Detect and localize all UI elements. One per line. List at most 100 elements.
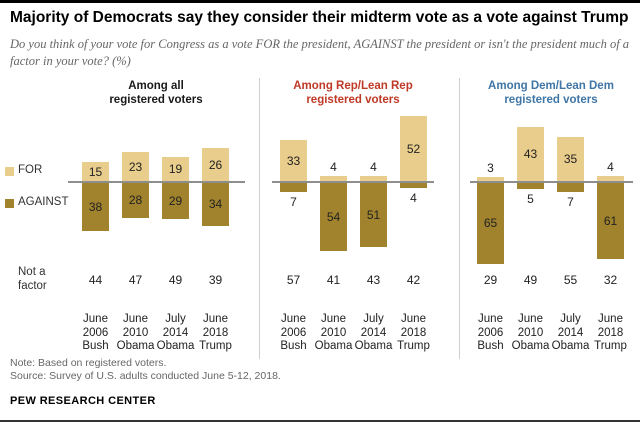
for-bar bbox=[400, 116, 427, 181]
against-bar bbox=[320, 182, 347, 251]
not-a-factor-value: 57 bbox=[286, 273, 301, 287]
x-axis-label: June 2006 Bush bbox=[465, 313, 517, 354]
not-a-factor-value: 39 bbox=[208, 273, 223, 287]
against-bar bbox=[202, 182, 229, 226]
not-a-factor-value: 44 bbox=[88, 273, 103, 287]
x-axis-label: June 2006 Bush bbox=[70, 313, 122, 354]
panel-divider bbox=[458, 78, 460, 359]
against-bar bbox=[477, 182, 504, 264]
for-value-label: 35 bbox=[563, 152, 578, 166]
x-axis-label-line: July bbox=[560, 313, 581, 325]
x-axis-label-line: 2014 bbox=[360, 326, 387, 339]
x-axis-label-line: Bush bbox=[82, 340, 109, 353]
x-axis-label-line: 2014 bbox=[557, 326, 584, 339]
x-axis-label: July 2014 Obama bbox=[545, 313, 597, 354]
against-legend-swatch bbox=[5, 199, 14, 208]
panel-header-dem: Among Dem/Lean Dem registered voters bbox=[441, 80, 640, 108]
x-axis-label-line: 2010 bbox=[320, 326, 347, 339]
x-axis-label-line: Trump bbox=[397, 340, 430, 353]
x-axis-label-line: Obama bbox=[156, 340, 195, 353]
x-axis-label-line: July bbox=[165, 313, 186, 325]
x-axis-label-line: 2018 bbox=[202, 326, 229, 339]
against-bar bbox=[162, 182, 189, 219]
axis-line bbox=[272, 181, 434, 183]
not-a-factor-value: 55 bbox=[563, 273, 578, 287]
x-axis-label-line: 2006 bbox=[280, 326, 307, 339]
for-bar bbox=[477, 177, 504, 181]
for-legend-swatch bbox=[5, 167, 14, 176]
chart-title: Majority of Democrats say they consider … bbox=[10, 9, 629, 26]
for-bar bbox=[557, 137, 584, 181]
not-a-factor-value: 42 bbox=[406, 273, 421, 287]
against-value-label: 28 bbox=[128, 193, 143, 207]
x-axis-label-line: Obama bbox=[116, 340, 155, 353]
x-axis-label: June 2006 Bush bbox=[268, 313, 320, 354]
x-axis-label-line: Obama bbox=[511, 340, 550, 353]
x-axis-label-line: Obama bbox=[551, 340, 590, 353]
x-axis-label-line: Bush bbox=[477, 340, 504, 353]
against-value-label: 5 bbox=[527, 191, 534, 206]
x-axis-label: July 2014 Obama bbox=[348, 313, 400, 354]
panel-header-rep: Among Rep/Lean Rep registered voters bbox=[243, 80, 463, 108]
for-value-label: 4 bbox=[330, 159, 337, 174]
x-axis-label-line: June bbox=[281, 313, 306, 325]
x-axis-label: June 2018 Trump bbox=[585, 313, 637, 354]
panel-header-line: registered voters bbox=[306, 93, 400, 106]
not-a-factor-row-label: Not a factor bbox=[18, 265, 47, 294]
axis-line bbox=[68, 181, 245, 183]
x-axis-label-line: 2006 bbox=[477, 326, 504, 339]
against-bar bbox=[557, 182, 584, 192]
panel-divider bbox=[258, 78, 260, 359]
for-value-label: 15 bbox=[88, 164, 103, 179]
not-a-factor-value: 29 bbox=[483, 273, 498, 287]
pew-research-center-branding: PEW RESEARCH CENTER bbox=[10, 395, 156, 407]
chart-source: Source: Survey of U.S. adults conducted … bbox=[10, 370, 281, 382]
panel-header-all: Among all registered voters bbox=[46, 80, 266, 108]
against-value-label: 65 bbox=[483, 216, 498, 230]
against-bar bbox=[517, 182, 544, 189]
x-axis-label-line: June bbox=[401, 313, 426, 325]
x-axis-label: June 2010 Obama bbox=[505, 313, 557, 354]
x-axis-label-line: June bbox=[83, 313, 108, 325]
row-label-line: factor bbox=[18, 280, 47, 293]
for-bar bbox=[360, 176, 387, 181]
against-value-label: 29 bbox=[168, 193, 183, 208]
x-axis-label-line: Obama bbox=[314, 340, 353, 353]
x-axis-label-line: June bbox=[203, 313, 228, 325]
chart-note: Note: Based on registered voters. bbox=[10, 357, 167, 369]
row-label-line: Not a bbox=[18, 266, 46, 278]
x-axis-label-line: Obama bbox=[354, 340, 393, 353]
for-bar bbox=[517, 127, 544, 181]
bottom-rule bbox=[0, 420, 640, 422]
against-value-label: 54 bbox=[326, 209, 341, 224]
x-axis-label-line: June bbox=[598, 313, 623, 325]
against-bar bbox=[400, 182, 427, 188]
panel-header-line: Among Rep/Lean Rep bbox=[293, 80, 413, 92]
against-bar bbox=[82, 182, 109, 231]
against-value-label: 7 bbox=[567, 194, 574, 209]
against-value-label: 61 bbox=[603, 213, 618, 228]
x-axis-label-line: 2006 bbox=[82, 326, 109, 339]
axis-line bbox=[470, 181, 633, 183]
against-value-label: 4 bbox=[410, 190, 417, 205]
for-value-label: 3 bbox=[487, 160, 494, 175]
x-axis-label-line: July bbox=[363, 313, 384, 325]
for-bar bbox=[82, 162, 109, 181]
for-bar bbox=[202, 148, 229, 181]
not-a-factor-value: 43 bbox=[366, 273, 381, 287]
x-axis-label-line: June bbox=[123, 313, 148, 325]
for-value-label: 23 bbox=[128, 159, 143, 174]
for-value-label: 33 bbox=[286, 153, 301, 168]
for-bar bbox=[162, 157, 189, 181]
not-a-factor-value: 41 bbox=[326, 273, 341, 287]
not-a-factor-value: 49 bbox=[523, 273, 538, 287]
x-axis-label-line: 2018 bbox=[400, 326, 427, 339]
x-axis-label-line: 2014 bbox=[162, 326, 189, 339]
against-legend-label: AGAINST bbox=[18, 196, 69, 208]
for-value-label: 26 bbox=[208, 157, 223, 172]
for-value-label: 43 bbox=[523, 147, 538, 161]
against-bar bbox=[597, 182, 624, 259]
x-axis-label-line: June bbox=[518, 313, 543, 325]
for-bar bbox=[320, 176, 347, 181]
not-a-factor-value: 32 bbox=[603, 273, 618, 287]
